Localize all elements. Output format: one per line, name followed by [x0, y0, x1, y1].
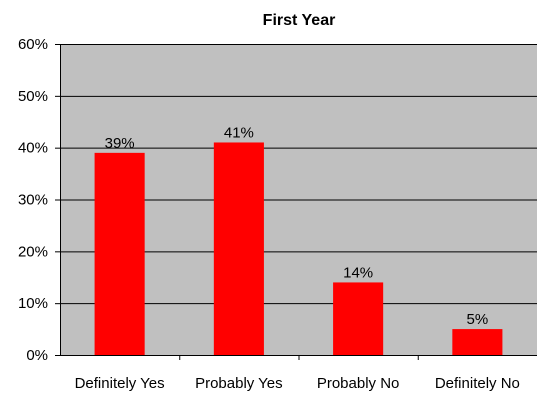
- x-tick-label: Definitely No: [435, 375, 520, 392]
- axes: [55, 44, 537, 360]
- bar: [94, 152, 145, 355]
- bar: [333, 282, 384, 355]
- y-tick-label: 10%: [18, 295, 48, 312]
- data-label: 5%: [467, 311, 489, 328]
- y-tick-label: 40%: [18, 140, 48, 157]
- x-tick-label: Probably Yes: [195, 375, 283, 392]
- chart-title: First Year: [263, 12, 336, 29]
- x-tick-label: Probably No: [317, 375, 400, 392]
- data-label: 39%: [105, 135, 135, 152]
- bar: [213, 142, 264, 355]
- x-tick-label: Definitely Yes: [75, 375, 165, 392]
- y-tick-label: 50%: [18, 88, 48, 105]
- y-tick-label: 20%: [18, 243, 48, 260]
- bar: [452, 329, 503, 355]
- data-label: 14%: [343, 264, 373, 281]
- y-tick-label: 30%: [18, 192, 48, 209]
- y-tick-label: 60%: [18, 36, 48, 53]
- data-label: 41%: [224, 124, 254, 141]
- bars: [94, 142, 503, 355]
- labels: 0% 10% 20% 30% 40% 50% 60% 39% Definitely Yes 41%…: [18, 36, 520, 392]
- y-tick-label: 0%: [26, 347, 48, 364]
